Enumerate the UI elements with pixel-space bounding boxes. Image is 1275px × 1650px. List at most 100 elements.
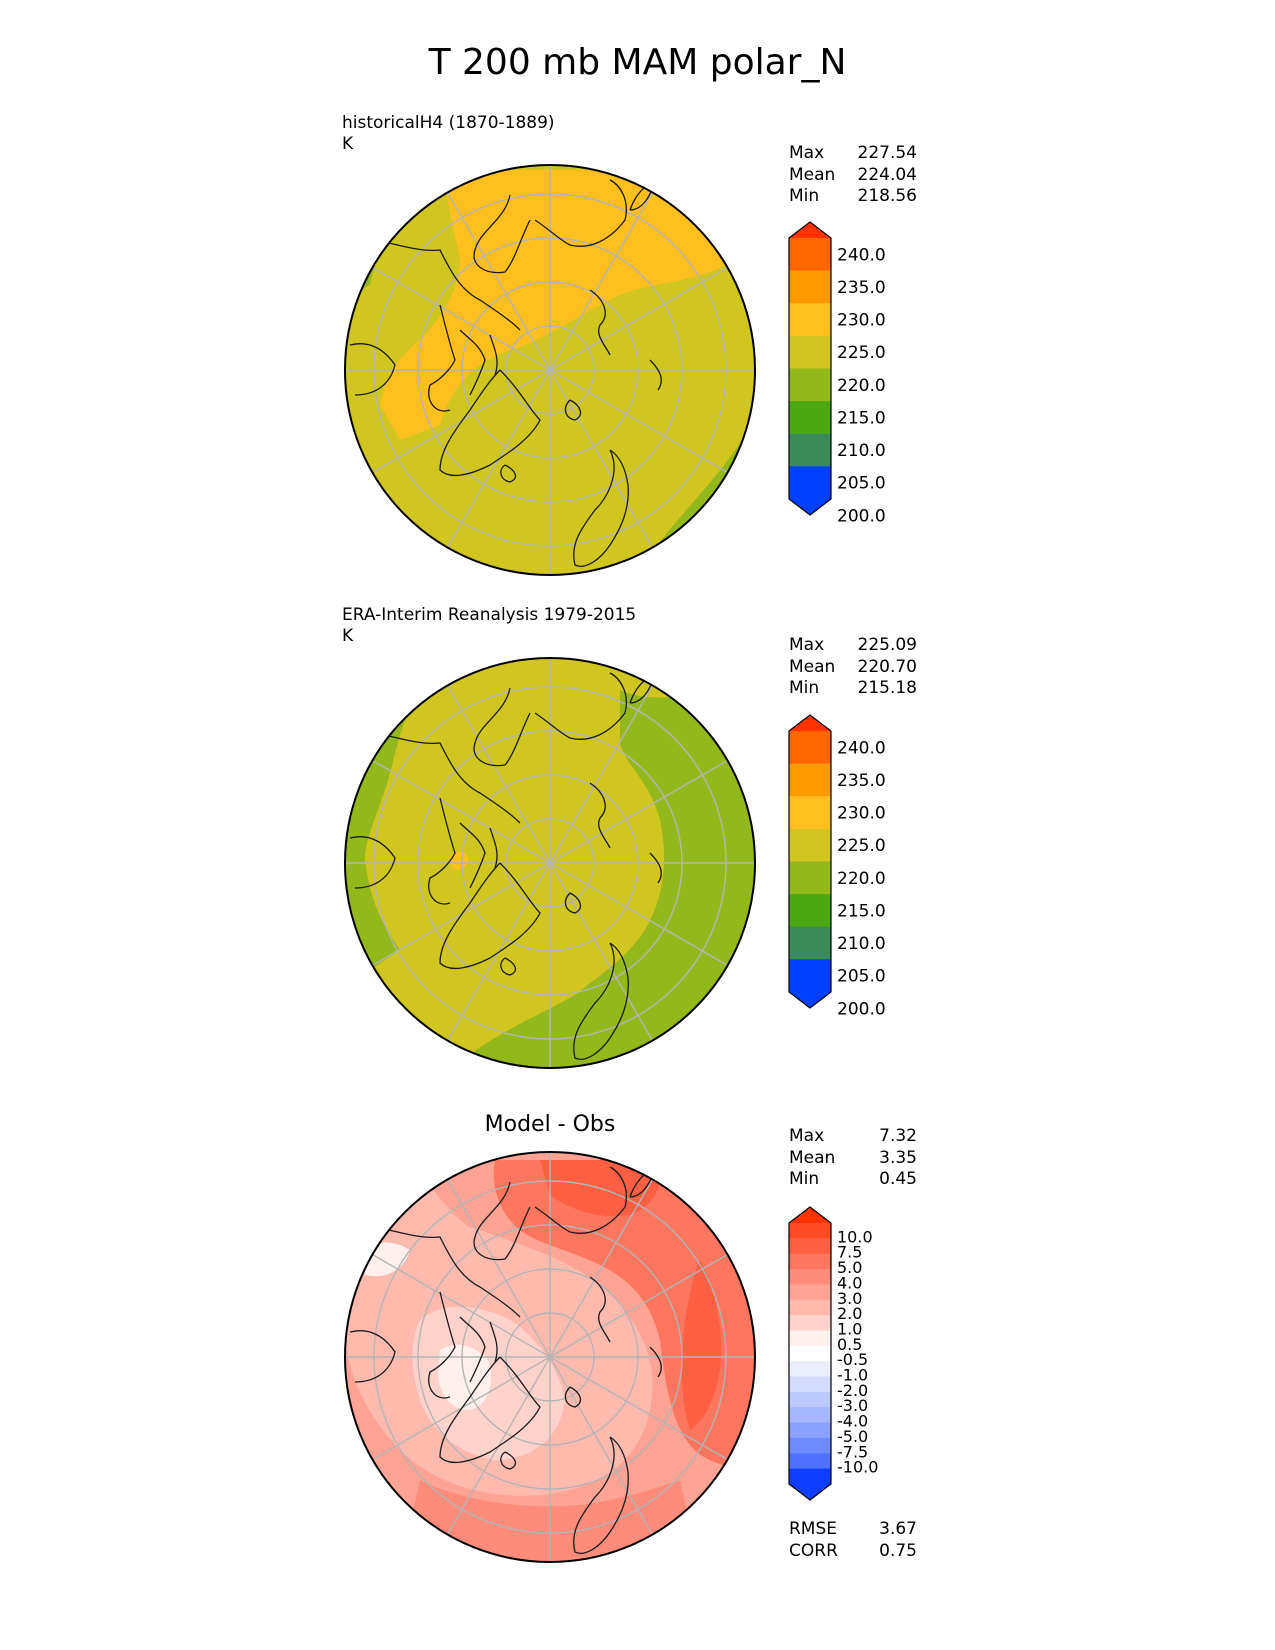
colorbar-segment [789,763,831,797]
coastline [374,1226,521,1318]
panel1-stats: Max 227.54 Mean 224.04 Min 218.56 [789,143,917,208]
colorbar-tick-label: 1.0 [837,1319,862,1338]
colorbar-tick-label: 210.0 [837,441,886,461]
stat-row: Max 7.32 [789,1126,917,1146]
coastline [349,1330,396,1383]
coastline [374,239,521,331]
coastline [534,672,627,740]
coastline [428,797,456,905]
coastline [589,289,611,356]
stat-row: Min 218.56 [789,186,917,206]
coastline [573,942,629,1060]
coastline [459,822,498,889]
graticule [345,165,755,575]
coastline [500,464,517,483]
colorbar-tick-label: -10.0 [837,1458,878,1477]
meridian-line [549,862,741,974]
colorbar-tick-label: 230.0 [837,311,886,331]
panel1-run-label: historicalH4 (1870-1889) [342,113,555,133]
coastline [428,1291,456,1399]
colorbar-segment [789,1345,831,1362]
colorbar-outline [788,221,832,516]
colorbar-tick-label: 215.0 [837,408,886,428]
map-boundary [344,1151,756,1563]
difference-map [344,1151,756,1563]
colorbar-diff: 10.07.55.04.03.02.01.00.5-0.5-1.0-2.0-3.… [788,1206,878,1501]
meridian-line [549,179,661,371]
colorbar-segment [789,1391,831,1408]
colorbar-tick-label: -0.5 [837,1350,868,1369]
colorbar-tick-label: 240.0 [837,738,886,758]
colorbar-tick-label: 240.0 [837,245,886,265]
coastline [564,892,582,914]
meridian-line [439,672,551,864]
coastline [374,732,521,824]
colorbar-segment [789,1269,831,1285]
coastline [349,343,396,396]
colorbar-tick-label: 7.5 [837,1243,862,1262]
meridian-line [359,862,551,974]
panel2-label: ERA-Interim Reanalysis 1979-2015 K [342,605,636,647]
colorbar-tick-label: -7.5 [837,1442,868,1461]
meridian-line [549,672,661,864]
panel3-title: Model - Obs [484,1112,616,1137]
meridian-line [439,862,551,1054]
colorbar-tick-label: 205.0 [837,967,886,987]
colorbar-segment [789,731,831,765]
colorbar-segment [789,1253,831,1270]
model-map [344,164,756,576]
stat-row: Max 225.09 [789,635,917,655]
coastline [564,399,582,421]
field-215-220 [450,690,755,1068]
coastline [349,836,396,889]
colorbar-segment [789,270,831,304]
panel2-run-label: ERA-Interim Reanalysis 1979-2015 [342,605,637,625]
coastline [439,862,541,970]
colorbar-segment [789,1361,831,1378]
coastline [459,1316,498,1383]
colorbar-tick-label: 235.0 [837,771,886,791]
colorbar-segment [789,238,831,272]
colorbar-tick-label: 0.5 [837,1335,862,1354]
meridian-line [439,1166,551,1358]
colorbar-abs-2: 240.0 235.0 230.0 225.0 220.0 215.0 210.0 205.0… [788,714,886,1019]
meridian-line [439,369,551,561]
colorbar-tick-label: -4.0 [837,1412,868,1431]
colorbar-tick-label: 220.0 [837,376,886,396]
colorbar-tick-label: -1.0 [837,1366,868,1385]
colorbar-segment [789,861,831,895]
colorbar-segment [789,828,831,862]
coastline [649,852,662,884]
colorbar-segment [789,1299,831,1316]
colorbar-extend-bottom [789,466,831,515]
coastline [534,1166,627,1234]
colorbar-tick-label: 225.0 [837,343,886,363]
colorbar-extend-bottom [789,959,831,1008]
meridian-line [549,752,741,864]
colorbar-tick-label: 200.0 [837,999,886,1019]
meridian-line [549,1356,741,1468]
obs-map [344,657,756,1069]
colorbar-tick-label: -2.0 [837,1381,868,1400]
graticule [345,658,755,1068]
field-225-230-spot [450,852,469,870]
meridian-line [549,1166,661,1358]
stat-row: Max 227.54 [789,143,917,163]
panel2-units: K [342,626,354,646]
coastline [500,957,517,976]
colorbar-segment [789,1376,831,1393]
colorbar-segment [789,433,831,467]
colorbar-tick-label: 205.0 [837,474,886,494]
meridian-line [439,1356,551,1548]
meridian-line [359,369,551,481]
colorbar-segment [789,1407,831,1424]
coastline [473,194,531,274]
panel3-stats: Max 7.32 Mean 3.35 Min 0.45 [789,1126,917,1191]
colorbar-tick-label: 225.0 [837,836,886,856]
colorbar-segment [789,1453,831,1470]
panel2-stats: Max 225.09 Mean 220.70 Min 215.18 [789,635,917,700]
coastline [439,369,541,477]
colorbar-abs-1: 240.0 235.0 230.0 225.0 220.0 215.0 210.0 205.0… [788,221,886,526]
panel3-metrics: RMSE 3.67 CORR 0.75 [789,1519,917,1562]
